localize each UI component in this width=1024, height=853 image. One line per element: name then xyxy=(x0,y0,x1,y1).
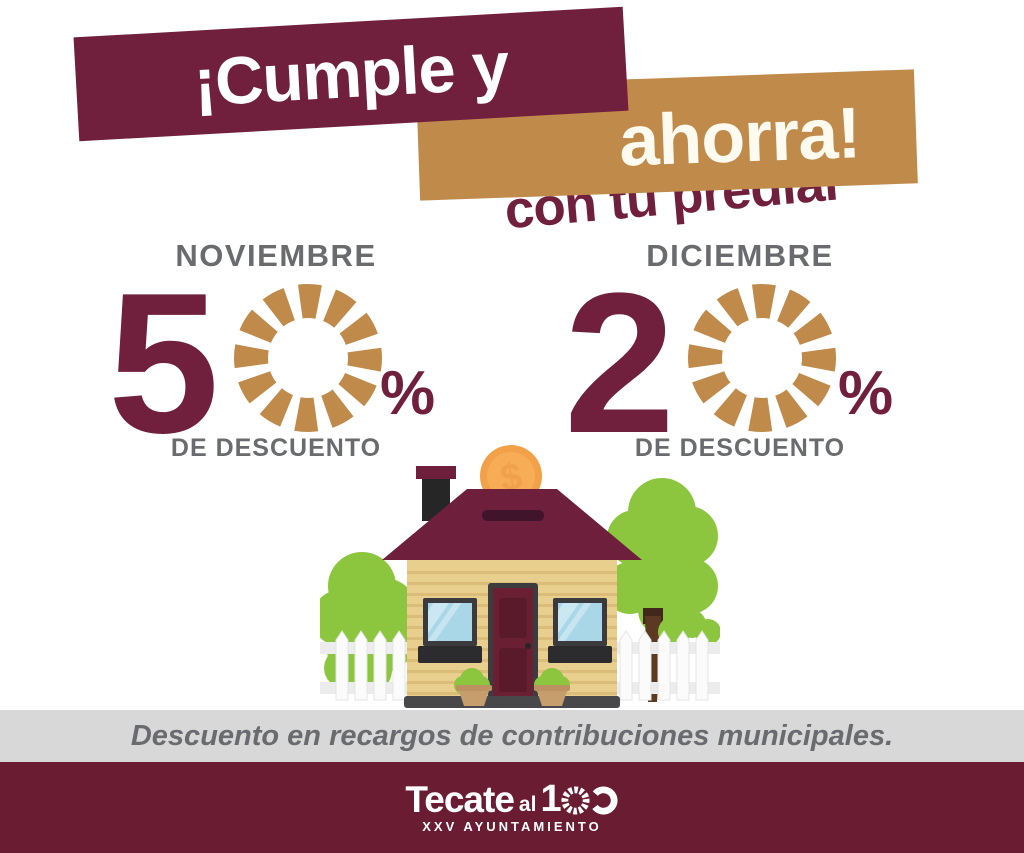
discount-digit: 5 xyxy=(108,252,220,475)
percent-sign: % xyxy=(838,359,894,428)
discount-caption: DE DESCUENTO xyxy=(634,434,846,462)
right-potted-plant xyxy=(534,668,570,706)
discount-block-december: DICIEMBRE 2 % DE DESCUENTO xyxy=(554,236,926,471)
roof xyxy=(382,489,642,560)
footer-bar: Tecate al 1 XXV AYUNTAMIENTO xyxy=(0,762,1024,853)
discount-block-november: NOVIEMBRE 5 % DE DESCUENTO xyxy=(90,236,462,471)
logo-al-text: al xyxy=(518,793,537,817)
month-label: NOVIEMBRE xyxy=(175,238,377,273)
logo-open-zero-icon xyxy=(589,786,618,815)
percent-sign: % xyxy=(380,359,436,428)
month-label: DICIEMBRE xyxy=(646,238,834,273)
sun-zero-icon xyxy=(688,284,836,432)
house-illustration: $ xyxy=(312,440,721,715)
logo-subtitle: XXV AYUNTAMIENTO xyxy=(422,819,602,835)
headline-line2: ahorra! xyxy=(617,93,862,182)
left-potted-plant xyxy=(454,668,492,706)
discount-caption: DE DESCUENTO xyxy=(170,434,382,462)
sun-zero-icon xyxy=(234,284,382,432)
logo-brand-text: Tecate xyxy=(405,778,514,820)
right-tree xyxy=(604,478,721,702)
logo-one-text: 1 xyxy=(540,777,561,820)
tecate-al-100-logo: Tecate al 1 xyxy=(405,777,618,820)
tagline-strip: Descuento en recargos de contribuciones … xyxy=(0,710,1024,762)
left-fence xyxy=(320,630,418,701)
coin-slot xyxy=(482,510,544,521)
right-window xyxy=(548,598,612,663)
logo-sun-zero-icon xyxy=(561,786,590,815)
front-door xyxy=(488,583,538,699)
house-base xyxy=(404,696,620,708)
discount-digit: 2 xyxy=(564,252,676,475)
right-fence xyxy=(616,630,720,701)
tagline-text: Descuento en recargos de contribuciones … xyxy=(130,719,894,752)
left-window xyxy=(418,598,482,663)
headline-line1: ¡Cumple y xyxy=(191,27,511,121)
house-svg: $ xyxy=(312,445,721,708)
